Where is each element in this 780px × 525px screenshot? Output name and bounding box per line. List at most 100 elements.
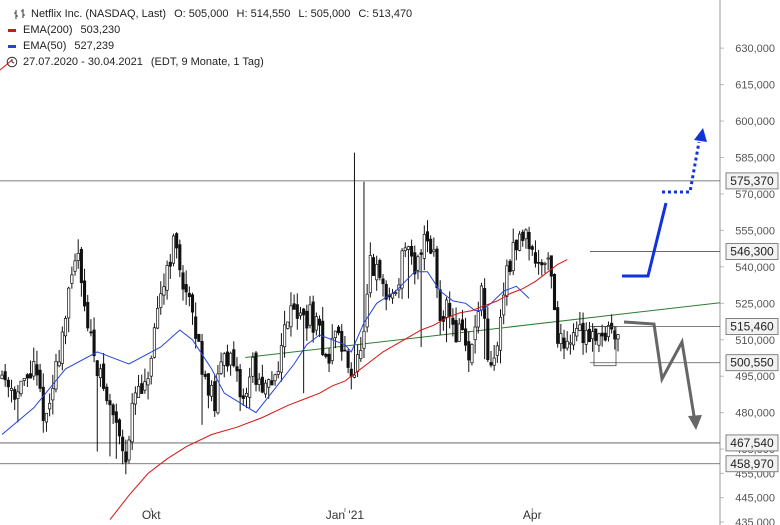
- candle: [365, 284, 369, 333]
- candle: [489, 350, 493, 368]
- candle-body: [216, 373, 220, 414]
- candle-body: [105, 386, 109, 401]
- y-tick-label: 495,000: [735, 371, 775, 383]
- candle: [495, 341, 499, 363]
- candle: [610, 314, 614, 334]
- candle: [498, 309, 503, 364]
- candle: [384, 280, 388, 311]
- candle-body: [83, 280, 87, 307]
- candle: [270, 371, 274, 386]
- candle: [22, 377, 26, 387]
- candle-body: [524, 229, 528, 240]
- candle: [457, 318, 461, 342]
- candle: [321, 306, 325, 357]
- candle-body: [159, 293, 163, 308]
- candle: [98, 364, 102, 388]
- candle: [286, 321, 290, 330]
- candle: [156, 296, 160, 330]
- candle-body: [467, 341, 471, 361]
- candle-body: [365, 293, 369, 328]
- candle-body: [86, 301, 90, 329]
- candle: [194, 302, 198, 349]
- candle-body: [22, 377, 26, 381]
- candle: [403, 242, 407, 258]
- candle: [283, 310, 287, 358]
- price-level-box: 500,550: [725, 354, 779, 372]
- candle: [25, 373, 29, 387]
- ohlc-high: H: 514,550: [236, 8, 291, 20]
- candle: [492, 345, 496, 371]
- candle: [35, 350, 39, 386]
- candle-body: [121, 436, 125, 452]
- candle: [83, 268, 87, 312]
- candle: [222, 352, 226, 378]
- candle-body: [29, 373, 33, 379]
- candle: [95, 360, 99, 452]
- candle: [3, 364, 7, 387]
- candle-body: [400, 250, 404, 289]
- candle-body: [597, 333, 601, 346]
- candle-body: [187, 292, 191, 298]
- candle: [416, 254, 420, 280]
- candle-body: [371, 257, 376, 276]
- ema50-line: [1, 271, 530, 435]
- candle: [473, 315, 477, 354]
- candle: [184, 270, 188, 305]
- candle-body: [327, 353, 331, 364]
- candle: [251, 352, 255, 384]
- candle-body: [578, 324, 582, 331]
- candle: [340, 324, 344, 361]
- candle-body: [381, 278, 385, 285]
- ohlc-open: O: 505,000: [174, 8, 229, 20]
- forecast-up-dotted: [662, 141, 701, 194]
- candle-body: [108, 400, 112, 406]
- candle: [279, 333, 283, 382]
- candle: [162, 273, 166, 305]
- candle-body: [60, 331, 64, 364]
- support-trendline: [245, 302, 721, 359]
- candle: [562, 329, 566, 360]
- candle: [476, 301, 480, 334]
- candle-body: [473, 326, 477, 341]
- candle-body: [298, 312, 303, 317]
- candle: [181, 265, 185, 301]
- ema200-value: 503,230: [80, 24, 121, 36]
- candle-body: [530, 246, 534, 250]
- candle: [565, 331, 569, 351]
- candle: [305, 304, 309, 341]
- candle: [102, 352, 106, 392]
- candle: [48, 393, 52, 417]
- candle: [86, 294, 90, 332]
- candle: [552, 273, 557, 311]
- candle-body: [16, 391, 20, 399]
- candle-body: [89, 331, 93, 334]
- candle: [575, 321, 579, 342]
- candle-body: [67, 287, 71, 319]
- candle-body: [190, 294, 195, 313]
- candle-body: [213, 381, 217, 412]
- candle-body: [511, 242, 515, 272]
- candle: [171, 233, 176, 267]
- candle: [146, 371, 150, 400]
- candle-body: [114, 411, 118, 423]
- candle: [616, 334, 620, 352]
- candle: [244, 387, 249, 409]
- candle: [70, 266, 74, 289]
- candle-body: [289, 305, 293, 328]
- candle-body: [140, 383, 144, 394]
- candle-body: [518, 233, 522, 251]
- ema200-line-stub: [0, 59, 13, 71]
- candle-body: [25, 374, 29, 379]
- consolidation-box: [593, 326, 617, 367]
- candle-body: [51, 387, 55, 401]
- candle-body: [57, 361, 61, 367]
- candle-body: [559, 333, 563, 345]
- forecast-down-arrowhead: [688, 415, 702, 430]
- candle-body: [356, 354, 360, 372]
- candle-body: [311, 301, 315, 333]
- price-level-box: 546,300: [725, 243, 779, 260]
- candle: [6, 376, 10, 398]
- candle-body: [483, 288, 487, 319]
- candle: [470, 343, 474, 366]
